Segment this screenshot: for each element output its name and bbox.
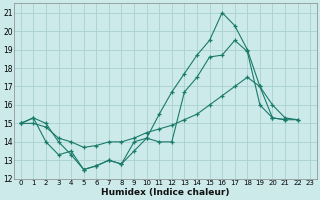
X-axis label: Humidex (Indice chaleur): Humidex (Indice chaleur) bbox=[101, 188, 230, 197]
